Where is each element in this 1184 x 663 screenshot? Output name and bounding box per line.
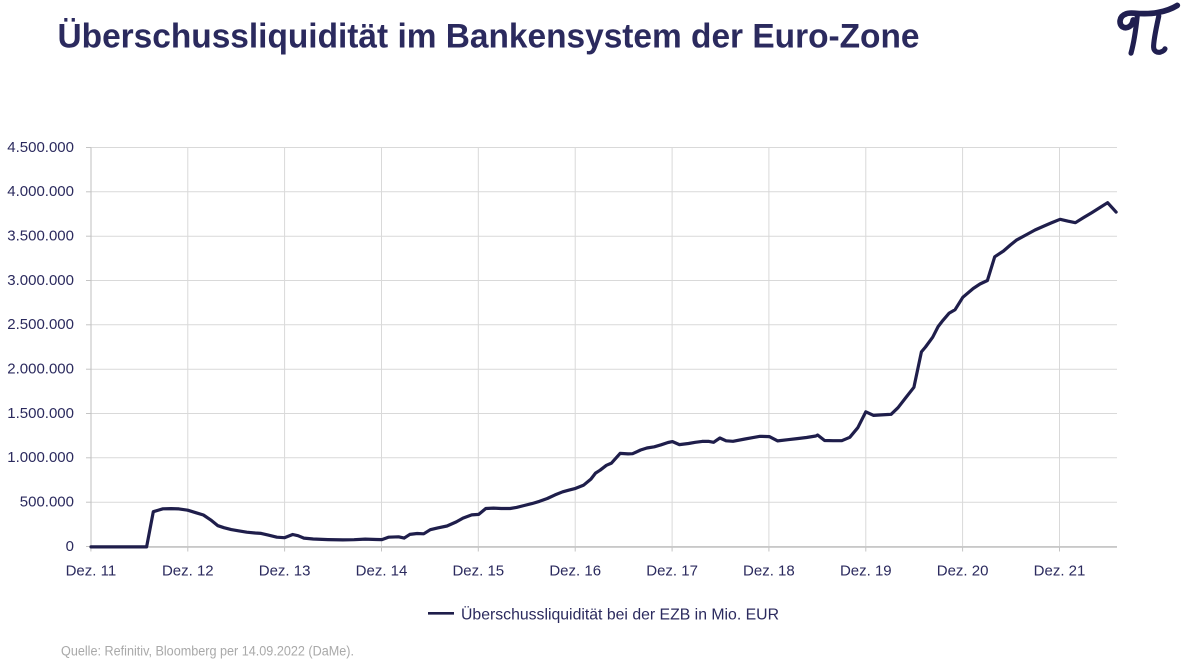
svg-text:Dez. 16: Dez. 16	[549, 563, 601, 580]
svg-text:4.000.000: 4.000.000	[7, 183, 74, 200]
svg-text:Quelle: Refinitiv, Bloomberg p: Quelle: Refinitiv, Bloomberg per 14.09.2…	[61, 644, 354, 659]
svg-text:Überschussliquidität bei der E: Überschussliquidität bei der EZB in Mio.…	[461, 606, 779, 624]
svg-text:Dez. 14: Dez. 14	[356, 563, 408, 580]
svg-text:Überschussliquidität im Banken: Überschussliquidität im Bankensystem der…	[58, 17, 920, 56]
svg-text:Dez. 13: Dez. 13	[259, 563, 311, 580]
svg-text:3.500.000: 3.500.000	[7, 228, 74, 245]
svg-text:Dez. 12: Dez. 12	[162, 563, 214, 580]
svg-text:Dez. 20: Dez. 20	[937, 563, 989, 580]
svg-text:0: 0	[66, 538, 74, 555]
svg-text:4.500.000: 4.500.000	[7, 139, 74, 156]
svg-text:Dez. 21: Dez. 21	[1034, 563, 1086, 580]
svg-text:Dez. 18: Dez. 18	[743, 563, 795, 580]
svg-text:3.000.000: 3.000.000	[7, 272, 74, 289]
svg-text:Dez. 19: Dez. 19	[840, 563, 892, 580]
svg-text:Dez. 11: Dez. 11	[66, 563, 117, 580]
svg-text:1.000.000: 1.000.000	[7, 449, 74, 466]
svg-text:Dez. 15: Dez. 15	[452, 563, 504, 580]
svg-text:1.500.000: 1.500.000	[7, 405, 74, 422]
svg-text:2.500.000: 2.500.000	[7, 316, 74, 333]
svg-text:500.000: 500.000	[20, 494, 74, 511]
svg-text:2.000.000: 2.000.000	[7, 361, 74, 378]
svg-text:Dez. 17: Dez. 17	[646, 563, 698, 580]
